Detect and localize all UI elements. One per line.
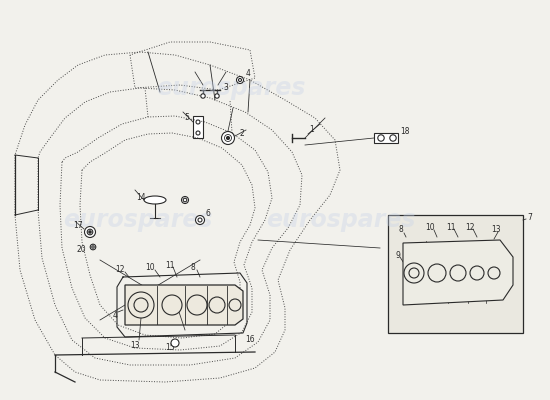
- Text: 13: 13: [491, 226, 501, 234]
- Circle shape: [229, 299, 241, 311]
- Circle shape: [224, 134, 232, 142]
- Circle shape: [209, 297, 225, 313]
- Circle shape: [201, 94, 205, 98]
- Text: 11: 11: [165, 260, 175, 270]
- Polygon shape: [403, 240, 513, 305]
- Bar: [193, 116, 203, 138]
- Text: 20: 20: [76, 246, 86, 254]
- Circle shape: [404, 263, 424, 283]
- Circle shape: [128, 292, 154, 318]
- Circle shape: [470, 266, 484, 280]
- Text: 4: 4: [245, 70, 250, 78]
- Circle shape: [195, 216, 205, 224]
- Text: eurospares: eurospares: [156, 76, 306, 100]
- Text: 11: 11: [446, 222, 456, 232]
- Text: 1: 1: [310, 126, 315, 134]
- Text: 2: 2: [240, 128, 244, 138]
- Circle shape: [215, 94, 219, 98]
- Text: 18: 18: [400, 128, 410, 136]
- Text: eurospares: eurospares: [63, 208, 212, 232]
- Circle shape: [239, 78, 241, 82]
- Circle shape: [198, 218, 202, 222]
- Circle shape: [378, 135, 384, 141]
- Text: 8: 8: [399, 226, 403, 234]
- Circle shape: [236, 76, 244, 84]
- Text: 4: 4: [113, 310, 118, 320]
- Text: 17: 17: [73, 220, 83, 230]
- Circle shape: [92, 246, 94, 248]
- Text: 15: 15: [165, 342, 175, 352]
- Circle shape: [409, 268, 419, 278]
- Text: 16: 16: [245, 336, 255, 344]
- Bar: [388, 215, 523, 333]
- Circle shape: [428, 264, 446, 282]
- Polygon shape: [125, 285, 243, 325]
- Circle shape: [90, 244, 96, 250]
- Text: 5: 5: [185, 114, 189, 122]
- Circle shape: [162, 295, 182, 315]
- Text: 10: 10: [425, 224, 435, 232]
- Text: 6: 6: [206, 208, 211, 218]
- Text: 3: 3: [223, 82, 228, 92]
- Circle shape: [187, 295, 207, 315]
- Circle shape: [450, 265, 466, 281]
- Circle shape: [196, 131, 200, 135]
- Circle shape: [89, 231, 91, 233]
- Circle shape: [171, 339, 179, 347]
- Circle shape: [196, 120, 200, 124]
- Circle shape: [390, 135, 396, 141]
- Text: 14: 14: [136, 192, 146, 202]
- Ellipse shape: [144, 196, 166, 204]
- Circle shape: [488, 267, 500, 279]
- Text: 12: 12: [465, 222, 475, 232]
- Circle shape: [182, 196, 189, 204]
- Circle shape: [87, 229, 93, 235]
- Text: eurospares: eurospares: [266, 208, 416, 232]
- Text: 9: 9: [395, 250, 400, 260]
- Bar: [374, 133, 398, 143]
- Circle shape: [227, 136, 229, 140]
- Circle shape: [183, 198, 187, 202]
- Circle shape: [85, 226, 96, 238]
- Circle shape: [134, 298, 148, 312]
- Text: 10: 10: [145, 262, 155, 272]
- Text: 7: 7: [527, 212, 532, 222]
- Circle shape: [222, 132, 234, 144]
- Text: 12: 12: [116, 266, 125, 274]
- Text: 8: 8: [191, 262, 195, 272]
- Text: 13: 13: [130, 340, 140, 350]
